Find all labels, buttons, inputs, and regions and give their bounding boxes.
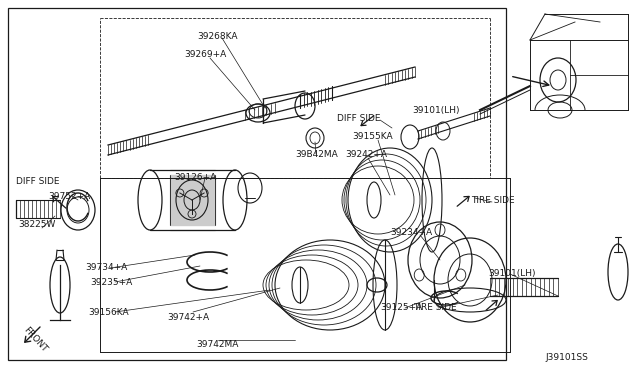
Text: 39126+A: 39126+A bbox=[174, 173, 216, 182]
Text: 39156KA: 39156KA bbox=[88, 308, 129, 317]
Text: 39242+A: 39242+A bbox=[345, 150, 387, 159]
Text: 39B42MA: 39B42MA bbox=[295, 150, 338, 159]
Text: 38225W: 38225W bbox=[18, 220, 56, 229]
Text: TIRE SIDE: TIRE SIDE bbox=[471, 196, 515, 205]
Text: DIFF SIDE: DIFF SIDE bbox=[337, 114, 381, 123]
Bar bbox=[8, 8, 506, 360]
Polygon shape bbox=[170, 175, 215, 225]
Text: FRONT: FRONT bbox=[21, 325, 49, 354]
Text: 39101(LH): 39101(LH) bbox=[412, 106, 460, 115]
Text: 39125+A: 39125+A bbox=[380, 303, 422, 312]
Text: J39101SS: J39101SS bbox=[545, 353, 588, 362]
Text: 39101(LH): 39101(LH) bbox=[488, 269, 536, 278]
Text: 39235+A: 39235+A bbox=[90, 278, 132, 287]
Text: 39734+A: 39734+A bbox=[85, 263, 127, 272]
Text: 39268KA: 39268KA bbox=[197, 32, 237, 41]
Text: 39742MA: 39742MA bbox=[196, 340, 238, 349]
Text: 39752+A: 39752+A bbox=[48, 192, 90, 201]
Text: 39155KA: 39155KA bbox=[352, 132, 392, 141]
Text: TIRE SIDE: TIRE SIDE bbox=[413, 303, 456, 312]
Text: DIFF SIDE: DIFF SIDE bbox=[16, 177, 60, 186]
Text: 39234+A: 39234+A bbox=[390, 228, 432, 237]
Text: 39742+A: 39742+A bbox=[167, 313, 209, 322]
Text: 39269+A: 39269+A bbox=[184, 50, 227, 59]
